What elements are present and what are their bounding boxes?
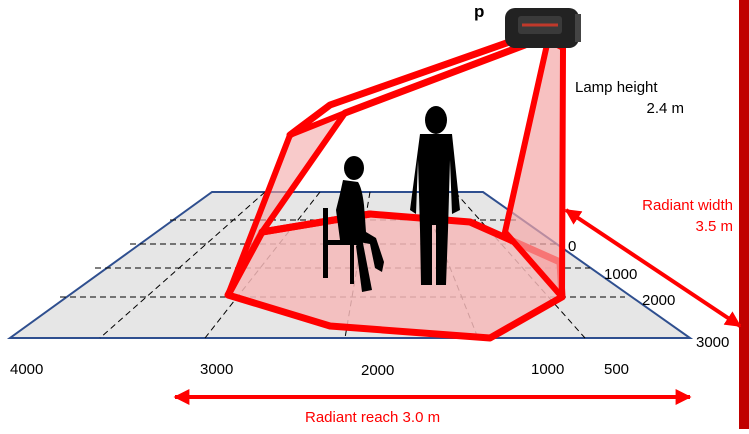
width-tick-3000: 3000 <box>200 361 233 378</box>
radiant-width-label: Radiant width <box>642 197 733 214</box>
depth-tick-1000: 1000 <box>604 266 637 283</box>
depth-tick-3000: 3000 <box>696 334 729 351</box>
width-tick-2000: 2000 <box>361 362 394 379</box>
side-accent-bar <box>739 0 749 429</box>
radiant-reach-label: Radiant reach 3.0 m <box>305 409 440 426</box>
radiant-width-value: 3.5 m <box>695 218 733 235</box>
seated-person-silhouette <box>323 156 384 292</box>
heater-lamp-icon <box>505 8 581 48</box>
lamp-height-value: 2.4 m <box>646 100 684 117</box>
lamp-height-label: Lamp height <box>575 79 658 96</box>
width-tick-500: 500 <box>604 361 629 378</box>
depth-tick-2000: 2000 <box>642 292 675 309</box>
header-title-fragment: p <box>474 2 484 21</box>
depth-tick-0: 0 <box>568 238 576 255</box>
radiant-width-arrow <box>564 208 742 328</box>
standing-person-silhouette <box>410 106 460 285</box>
width-tick-1000: 1000 <box>531 361 564 378</box>
width-tick-4000: 4000 <box>10 361 43 378</box>
